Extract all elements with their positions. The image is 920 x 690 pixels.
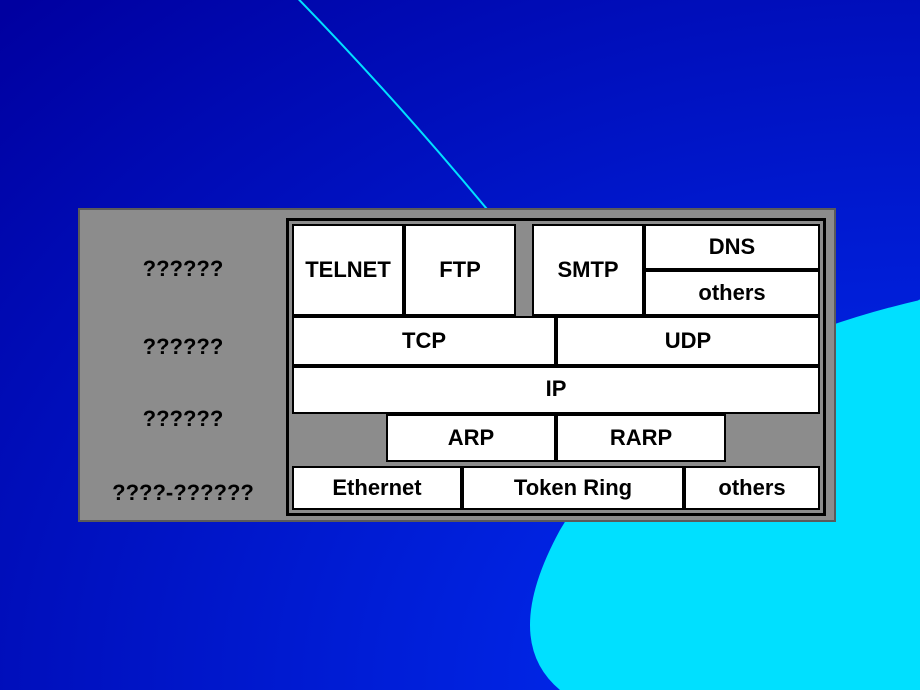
cell-dns: DNS	[644, 224, 820, 270]
cell-others-link: others	[684, 466, 820, 510]
cell-ethernet: Ethernet	[292, 466, 462, 510]
cell-ip: IP	[292, 366, 820, 414]
cell-smtp: SMTP	[532, 224, 644, 316]
cell-ftp: FTP	[404, 224, 516, 316]
cell-telnet: TELNET	[292, 224, 404, 316]
cell-token-ring: Token Ring	[462, 466, 684, 510]
cell-rarp: RARP	[556, 414, 726, 462]
layer-label-application: ??????	[80, 256, 286, 282]
slide: ?????? ?????? ?????? ????-?????? TELNET …	[0, 0, 920, 690]
protocol-stack-panel: ?????? ?????? ?????? ????-?????? TELNET …	[78, 208, 836, 522]
protocol-grid: TELNET FTP SMTP DNS others TCP UDP IP AR…	[286, 210, 826, 524]
layer-label-link: ????-??????	[80, 480, 286, 506]
layer-label-transport: ??????	[80, 334, 286, 360]
cell-others-app: others	[644, 270, 820, 316]
cell-tcp: TCP	[292, 316, 556, 366]
cell-arp: ARP	[386, 414, 556, 462]
cell-udp: UDP	[556, 316, 820, 366]
layer-label-network: ??????	[80, 406, 286, 432]
